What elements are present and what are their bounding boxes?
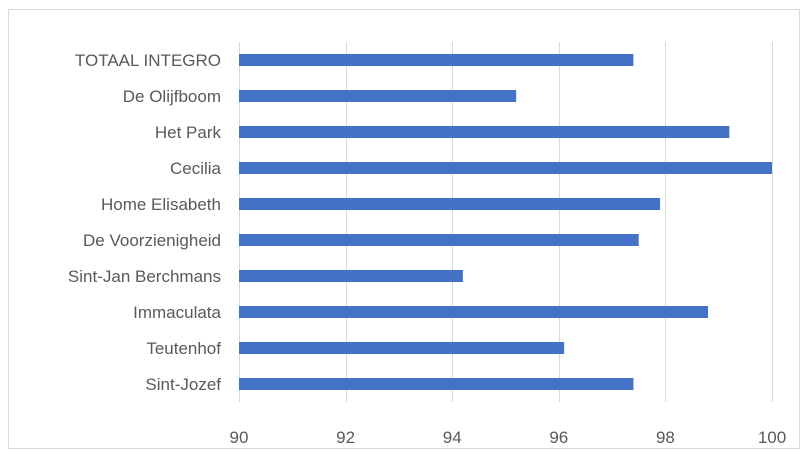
category-label: Cecilia	[170, 159, 222, 178]
x-tick-label: 92	[336, 428, 355, 447]
x-tick-label: 90	[230, 428, 249, 447]
bar	[239, 90, 517, 102]
x-tick-label: 98	[656, 428, 675, 447]
bar	[239, 198, 661, 210]
category-label: TOTAAL INTEGRO	[75, 51, 221, 70]
x-tick-labels: 90 92 94 96 98 100	[230, 428, 787, 447]
category-label: Home Elisabeth	[101, 195, 221, 214]
bar	[239, 306, 709, 318]
x-tick-label: 94	[443, 428, 462, 447]
category-label: De Voorzienigheid	[83, 231, 221, 250]
chart-frame	[8, 9, 800, 449]
bar	[239, 162, 772, 174]
bar	[239, 270, 463, 282]
category-labels: TOTAAL INTEGRO De Olijfboom Het Park Cecili…	[68, 51, 222, 394]
x-tick-label: 96	[549, 428, 568, 447]
x-tick-label: 100	[758, 428, 786, 447]
bar	[239, 54, 634, 66]
category-label: Sint-Jan Berchmans	[68, 267, 221, 286]
category-label: Sint-Jozef	[145, 375, 221, 394]
category-label: Teutenhof	[146, 339, 221, 358]
bar	[239, 342, 565, 354]
bar	[239, 234, 639, 246]
category-label: De Olijfboom	[123, 87, 221, 106]
category-label: Immaculata	[133, 303, 221, 322]
bars	[239, 54, 772, 390]
bar	[239, 378, 634, 390]
bar	[239, 126, 730, 138]
category-label: Het Park	[155, 123, 222, 142]
